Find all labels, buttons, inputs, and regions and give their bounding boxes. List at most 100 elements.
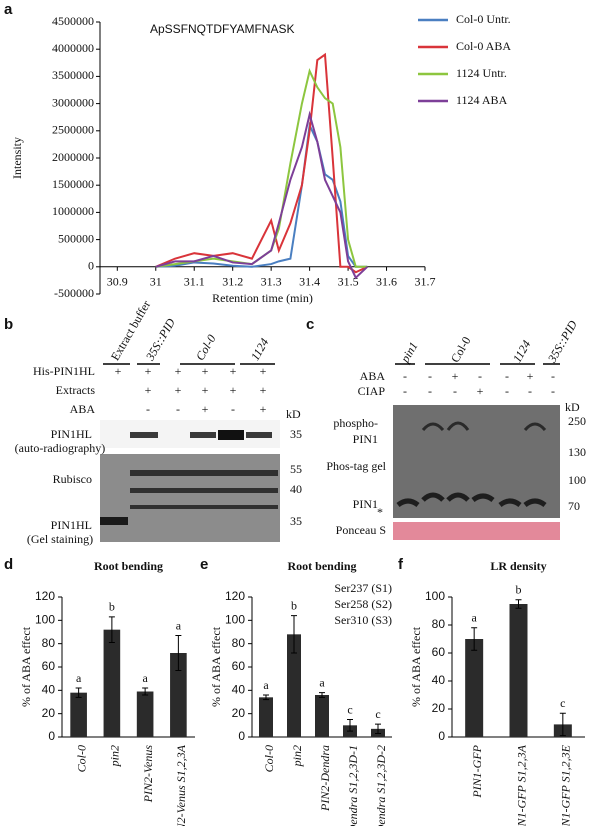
- y-axis-label: % of ABA effect: [19, 626, 33, 707]
- x-tick-label: PIN2-Venus: [141, 745, 155, 804]
- gel-label: Phos-tag gel: [326, 459, 386, 473]
- error-bar: [75, 687, 82, 698]
- sign: -: [403, 384, 407, 398]
- kd: kD: [565, 400, 580, 414]
- error-bar: [515, 599, 522, 609]
- sign: +: [477, 384, 484, 398]
- y-tick-label: 0: [438, 729, 445, 743]
- sign: +: [260, 364, 267, 378]
- bar: [70, 692, 87, 737]
- y-tick-label: 1000000: [52, 204, 94, 218]
- sign: +: [145, 383, 152, 397]
- marker: 35: [290, 514, 302, 528]
- y-tick-label: 0: [238, 729, 245, 743]
- sign: +: [202, 383, 209, 397]
- bar: [315, 695, 329, 737]
- error-bar: [471, 627, 478, 651]
- bar: [465, 639, 484, 737]
- sign: -: [403, 369, 407, 383]
- y-tick-label: 20: [42, 706, 56, 720]
- y-tick-label: 40: [232, 683, 246, 697]
- y-tick-label: 60: [432, 645, 446, 659]
- significance-label: a: [142, 671, 148, 685]
- x-tick-label: 31.2: [222, 275, 243, 289]
- sign: +: [230, 364, 237, 378]
- y-tick-label: 40: [432, 673, 446, 687]
- y-tick-label: -500000: [54, 286, 94, 300]
- x-tick-label: pin2: [290, 745, 304, 767]
- row-label: CIAP: [358, 384, 386, 398]
- kd: kD: [286, 407, 301, 421]
- marker: 70: [568, 499, 580, 513]
- series-line: [155, 110, 368, 280]
- error-bar: [291, 615, 297, 654]
- sign: -: [428, 384, 432, 398]
- gel-label: Rubisco: [53, 472, 92, 486]
- sign: +: [260, 383, 267, 397]
- y-tick-label: 2000000: [52, 150, 94, 164]
- lane-label: 35S::PID: [142, 316, 178, 364]
- sign: +: [202, 364, 209, 378]
- series-line: [155, 52, 368, 274]
- lane-label: Col-0: [193, 332, 219, 363]
- significance-label: b: [291, 598, 297, 612]
- marker: 130: [568, 445, 586, 459]
- gel-label: (auto-radiography): [15, 441, 106, 455]
- legend-label: Col-0 ABA: [456, 39, 511, 53]
- significance-label: b: [109, 600, 115, 614]
- gel-label: PIN1: [353, 497, 378, 511]
- annotation: Ser258 (S2): [334, 597, 392, 611]
- gel-label: (Gel staining): [27, 532, 93, 546]
- x-tick-label: 31.1: [184, 275, 205, 289]
- marker: 250: [568, 414, 586, 428]
- x-tick-label: 31.6: [376, 275, 397, 289]
- y-tick-label: 4500000: [52, 14, 94, 28]
- marker: 35: [290, 427, 302, 441]
- legend-label: 1124 ABA: [456, 93, 508, 107]
- y-tick-label: 60: [42, 659, 56, 673]
- annotation: Ser310 (S3): [334, 613, 392, 627]
- x-tick-label: Col-0: [262, 745, 276, 772]
- lane-label: Col-0: [448, 334, 474, 365]
- y-tick-label: 120: [225, 589, 245, 603]
- y-tick-label: 100: [225, 613, 245, 627]
- y-tick-label: 120: [35, 589, 55, 603]
- row-label: ABA: [360, 369, 386, 383]
- y-tick-label: 80: [432, 617, 446, 631]
- error-bar: [559, 712, 566, 737]
- sign: -: [453, 384, 457, 398]
- sign: +: [175, 364, 182, 378]
- sign: -: [146, 402, 150, 416]
- panel-label: a: [4, 1, 13, 18]
- gel-label: PIN1: [353, 432, 378, 446]
- significance-label: b: [516, 583, 522, 597]
- row-label: Extracts: [56, 383, 96, 397]
- bar: [259, 697, 273, 737]
- bar: [103, 629, 121, 737]
- bar: [509, 604, 528, 737]
- y-tick-label: 1500000: [52, 177, 94, 191]
- x-tick-label: PIN2-Dendra: [318, 745, 332, 812]
- marker: 100: [568, 473, 586, 487]
- lane-label: 1124: [510, 338, 534, 365]
- y-tick-label: 100: [425, 589, 445, 603]
- sign: -: [551, 369, 555, 383]
- sign: -: [528, 384, 532, 398]
- gel-label: phospho-: [333, 416, 378, 430]
- x-tick-label: PIN2-Dendra S1,2,3D-2: [374, 745, 388, 826]
- series-line: [155, 121, 368, 268]
- y-tick-label: 500000: [58, 231, 94, 245]
- x-tick-label: PIN1-GFP S1,2,3E: [559, 744, 573, 826]
- marker: 40: [290, 482, 302, 496]
- error-bar: [263, 694, 269, 701]
- bar: [136, 691, 154, 737]
- y-axis-label: % of ABA effect: [209, 626, 223, 707]
- y-axis-label: % of ABA effect: [409, 626, 423, 707]
- error-bar: [319, 692, 325, 698]
- sign: +: [260, 402, 267, 416]
- error-bar: [375, 723, 381, 734]
- sign: +: [175, 383, 182, 397]
- significance-label: a: [263, 678, 269, 692]
- significance-label: a: [76, 671, 82, 685]
